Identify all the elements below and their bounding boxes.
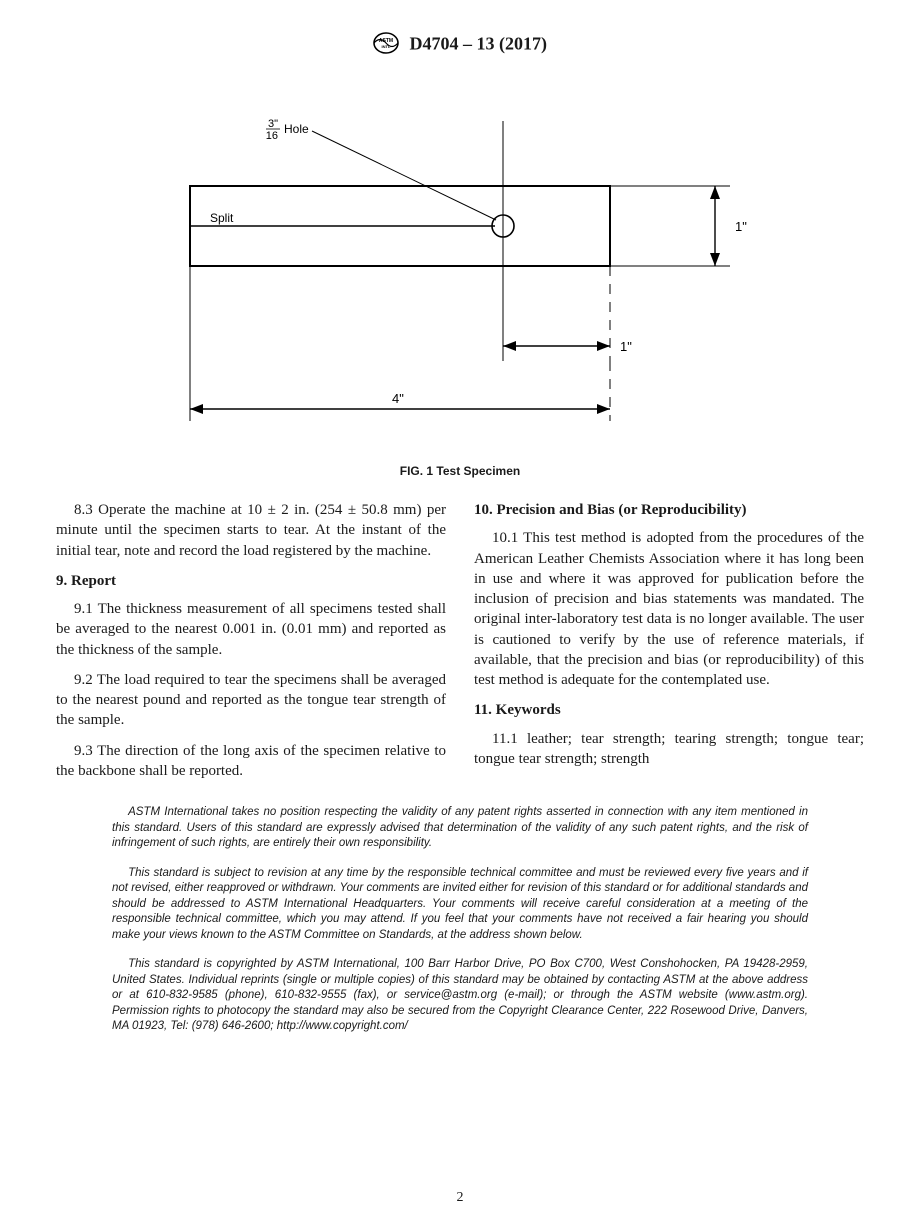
heading-10: 10. Precision and Bias (or Reproducibili… bbox=[474, 500, 864, 520]
figure-caption: FIG. 1 Test Specimen bbox=[56, 464, 864, 478]
footnote-1: ASTM International takes no position res… bbox=[112, 805, 808, 852]
para-9-1: 9.1 The thickness measurement of all spe… bbox=[56, 599, 446, 660]
footnote-3: This standard is copyrighted by ASTM Int… bbox=[112, 957, 808, 1035]
svg-text:INTL: INTL bbox=[382, 44, 391, 49]
astm-logo-icon: ASTM INTL bbox=[373, 32, 399, 59]
heading-11: 11. Keywords bbox=[474, 700, 864, 720]
body-columns: 8.3 Operate the machine at 10 ± 2 in. (2… bbox=[56, 500, 864, 785]
standard-id: D4704 – 13 (2017) bbox=[410, 34, 548, 54]
heading-9: 9. Report bbox=[56, 571, 446, 591]
para-10-1: 10.1 This test method is adopted from th… bbox=[474, 528, 864, 690]
footnote-2: This standard is subject to revision at … bbox=[112, 866, 808, 944]
para-11-1: 11.1 leather; tear strength; tearing str… bbox=[474, 729, 864, 770]
para-9-2: 9.2 The load required to tear the specim… bbox=[56, 670, 446, 731]
svg-text:Hole: Hole bbox=[284, 122, 309, 136]
svg-text:Split: Split bbox=[210, 211, 234, 225]
page: ASTM INTL D4704 – 13 (2017) Split 3" 16 … bbox=[0, 0, 920, 1232]
svg-text:16: 16 bbox=[266, 130, 278, 142]
svg-text:4": 4" bbox=[392, 391, 404, 406]
svg-text:1": 1" bbox=[620, 339, 632, 354]
para-9-3: 9.3 The direction of the long axis of th… bbox=[56, 741, 446, 782]
svg-text:1": 1" bbox=[735, 219, 747, 234]
svg-text:3": 3" bbox=[268, 118, 278, 130]
figure-1: Split 3" 16 Hole 1" bbox=[140, 71, 780, 456]
para-8-3: 8.3 Operate the machine at 10 ± 2 in. (2… bbox=[56, 500, 446, 561]
document-header: ASTM INTL D4704 – 13 (2017) bbox=[56, 32, 864, 59]
page-number: 2 bbox=[0, 1190, 920, 1206]
legal-footnotes: ASTM International takes no position res… bbox=[112, 805, 808, 1035]
